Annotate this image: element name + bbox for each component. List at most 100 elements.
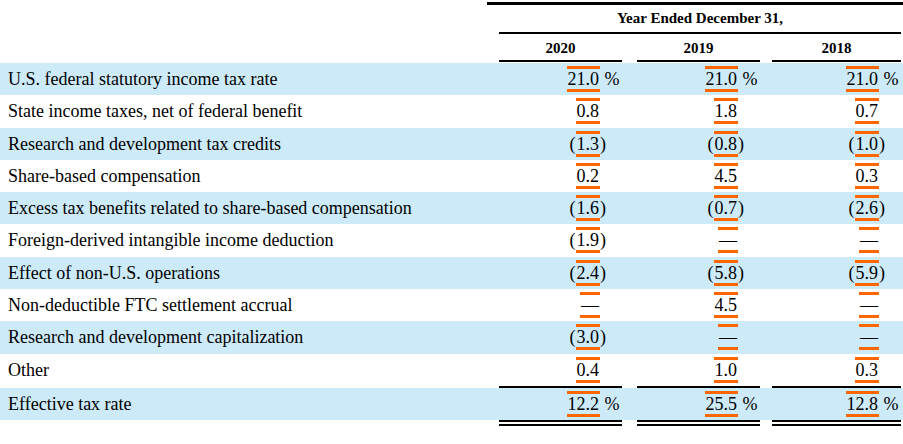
value-cell-2020: (1.3) xyxy=(499,128,622,160)
value-cell-2019: (0.7) xyxy=(637,192,760,224)
table-row: Non-deductible FTC settlement accrual — … xyxy=(0,289,903,321)
value-suffix: ) xyxy=(738,257,760,289)
value-2020: 12.2 xyxy=(567,391,601,417)
value-cell-2020: 0.4 xyxy=(499,354,622,386)
value-cell-2018: 0.3 xyxy=(772,160,901,192)
value-cell-2019: 1.0 xyxy=(637,354,760,386)
double-rule-segment xyxy=(637,420,760,426)
value-suffix: ) xyxy=(738,128,760,160)
value-cell-2020: 0.2 xyxy=(499,160,622,192)
header-title-underline xyxy=(499,32,901,34)
value-suffix: ) xyxy=(738,192,760,224)
value-2020: 0.4 xyxy=(576,357,601,383)
table-body: U.S. federal statutory income tax rate 2… xyxy=(0,63,903,386)
value-cell-2019: — xyxy=(637,321,760,353)
value-cell-2019: — xyxy=(637,224,760,256)
value-suffix: ) xyxy=(600,257,622,289)
table-row: Other 0.4 1.0 0.3 xyxy=(0,354,903,386)
value-cell-2018: 0.3 xyxy=(772,354,901,386)
table-row: Excess tax benefits related to share-bas… xyxy=(0,192,903,224)
row-label: Effect of non-U.S. operations xyxy=(0,257,903,289)
value-cell-2018: — xyxy=(772,321,901,353)
table-row: State income taxes, net of federal benef… xyxy=(0,95,903,127)
value-suffix: ) xyxy=(600,128,622,160)
value-cell-2018: — xyxy=(772,289,901,321)
value-2018: 0.3 xyxy=(855,357,880,383)
value-cell-2020: (3.0) xyxy=(499,321,622,353)
row-label: Share-based compensation xyxy=(0,160,903,192)
value-suffix: % xyxy=(600,63,622,95)
value-cell-2020: 21.0 % xyxy=(499,63,622,95)
row-label: Effective tax rate xyxy=(0,388,903,421)
value-2020: 1.9 xyxy=(576,227,601,253)
value-2020: 0.2 xyxy=(576,163,601,189)
open-paren: ( xyxy=(708,134,714,154)
column-header-2018: 2018 xyxy=(772,38,901,58)
value-cell-2020: 0.8 xyxy=(499,95,622,127)
row-label: State income taxes, net of federal benef… xyxy=(0,95,903,127)
table-row: Share-based compensation 0.2 4.5 0.3 xyxy=(0,160,903,192)
row-label: Non-deductible FTC settlement accrual xyxy=(0,289,903,321)
row-label: Research and development capitalization xyxy=(0,321,903,353)
value-suffix: ) xyxy=(879,257,901,289)
value-2019: — xyxy=(718,227,738,253)
value-suffix: % xyxy=(600,388,622,421)
value-2020: 3.0 xyxy=(576,324,601,350)
value-2019: 5.8 xyxy=(714,260,739,286)
table-row: U.S. federal statutory income tax rate 2… xyxy=(0,63,903,95)
value-2018: — xyxy=(859,324,879,350)
value-suffix: % xyxy=(879,388,901,421)
value-2019: 21.0 xyxy=(705,66,739,92)
value-2020: — xyxy=(580,292,600,318)
value-cell-2019: 4.5 xyxy=(637,160,760,192)
value-cell-2018: 0.7 xyxy=(772,95,901,127)
open-paren: ( xyxy=(570,263,576,283)
value-suffix: % xyxy=(879,63,901,95)
value-cell-2019: 25.5 % xyxy=(637,388,760,421)
table-row: Foreign-derived intangible income deduct… xyxy=(0,224,903,256)
open-paren: ( xyxy=(849,198,855,218)
value-2018: 12.8 xyxy=(846,391,880,417)
value-2019: 0.8 xyxy=(714,131,739,157)
value-cell-2020: (2.4) xyxy=(499,257,622,289)
value-cell-2020: 12.2 % xyxy=(499,388,622,421)
value-cell-2018: 12.8 % xyxy=(772,388,901,421)
value-cell-2018: 21.0 % xyxy=(772,63,901,95)
value-2020: 1.3 xyxy=(576,131,601,157)
header-span-title: Year Ended December 31, xyxy=(499,8,901,28)
double-rule-segment xyxy=(772,420,901,426)
open-paren: ( xyxy=(570,230,576,250)
value-cell-2018: (2.6) xyxy=(772,192,901,224)
row-label: Foreign-derived intangible income deduct… xyxy=(0,224,903,256)
value-cell-2020: (1.9) xyxy=(499,224,622,256)
value-cell-2018: (1.0) xyxy=(772,128,901,160)
value-cell-2018: — xyxy=(772,224,901,256)
value-suffix: ) xyxy=(600,224,622,256)
value-2019: 25.5 xyxy=(705,391,739,417)
value-2019: 1.0 xyxy=(714,357,739,383)
value-suffix: ) xyxy=(879,128,901,160)
bottom-double-rule xyxy=(0,420,903,427)
tax-rate-reconciliation-table: Year Ended December 31, 2020 2019 2018 U… xyxy=(0,0,903,444)
table-row: Research and development tax credits (1.… xyxy=(0,128,903,160)
table-header: Year Ended December 31, 2020 2019 2018 xyxy=(0,0,903,63)
open-paren: ( xyxy=(708,198,714,218)
value-cell-2019: 1.8 xyxy=(637,95,760,127)
open-paren: ( xyxy=(570,198,576,218)
table-row: Effect of non-U.S. operations (2.4) (5.8… xyxy=(0,257,903,289)
value-cell-2019: 4.5 xyxy=(637,289,760,321)
value-2018: — xyxy=(859,227,879,253)
column-underline xyxy=(499,60,622,62)
value-2019: — xyxy=(718,324,738,350)
column-underline xyxy=(637,60,760,62)
column-header-2019: 2019 xyxy=(637,38,760,58)
value-2019: 4.5 xyxy=(714,163,739,189)
value-suffix: % xyxy=(738,388,760,421)
value-2018: 0.7 xyxy=(855,98,880,124)
value-2018: 5.9 xyxy=(855,260,880,286)
value-2020: 1.6 xyxy=(576,195,601,221)
row-label: Other xyxy=(0,354,903,386)
value-2020: 0.8 xyxy=(576,98,601,124)
value-suffix: ) xyxy=(600,192,622,224)
row-label: Excess tax benefits related to share-bas… xyxy=(0,192,903,224)
